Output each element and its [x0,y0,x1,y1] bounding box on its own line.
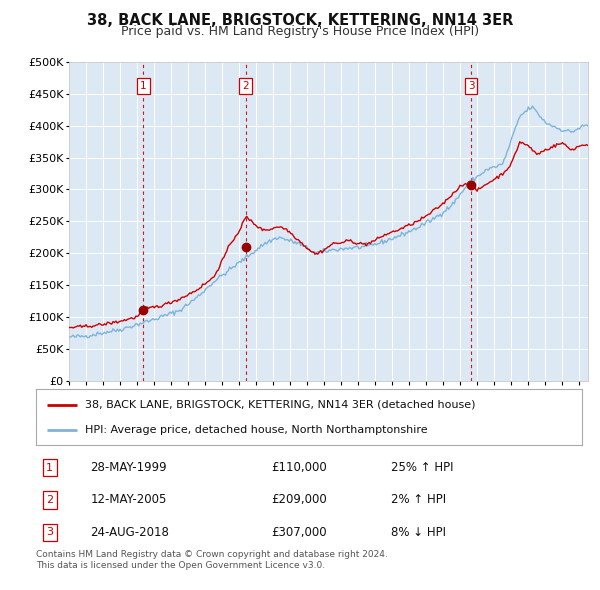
Text: 38, BACK LANE, BRIGSTOCK, KETTERING, NN14 3ER (detached house): 38, BACK LANE, BRIGSTOCK, KETTERING, NN1… [85,399,476,409]
Text: 3: 3 [46,527,53,537]
Text: £307,000: £307,000 [271,526,326,539]
Text: 2: 2 [242,81,249,91]
Text: This data is licensed under the Open Government Licence v3.0.: This data is licensed under the Open Gov… [36,560,325,569]
Text: 38, BACK LANE, BRIGSTOCK, KETTERING, NN14 3ER: 38, BACK LANE, BRIGSTOCK, KETTERING, NN1… [87,13,513,28]
Text: HPI: Average price, detached house, North Northamptonshire: HPI: Average price, detached house, Nort… [85,425,428,435]
Text: 24-AUG-2018: 24-AUG-2018 [91,526,169,539]
Text: Contains HM Land Registry data © Crown copyright and database right 2024.: Contains HM Land Registry data © Crown c… [36,550,388,559]
Text: 2% ↑ HPI: 2% ↑ HPI [391,493,446,506]
Text: £209,000: £209,000 [271,493,326,506]
Text: 1: 1 [46,463,53,473]
Text: 1: 1 [140,81,147,91]
Text: 8% ↓ HPI: 8% ↓ HPI [391,526,446,539]
Text: 25% ↑ HPI: 25% ↑ HPI [391,461,454,474]
Text: £110,000: £110,000 [271,461,326,474]
Text: Price paid vs. HM Land Registry's House Price Index (HPI): Price paid vs. HM Land Registry's House … [121,25,479,38]
Text: 28-MAY-1999: 28-MAY-1999 [91,461,167,474]
Text: 3: 3 [467,81,475,91]
Text: 12-MAY-2005: 12-MAY-2005 [91,493,167,506]
Text: 2: 2 [46,495,53,505]
